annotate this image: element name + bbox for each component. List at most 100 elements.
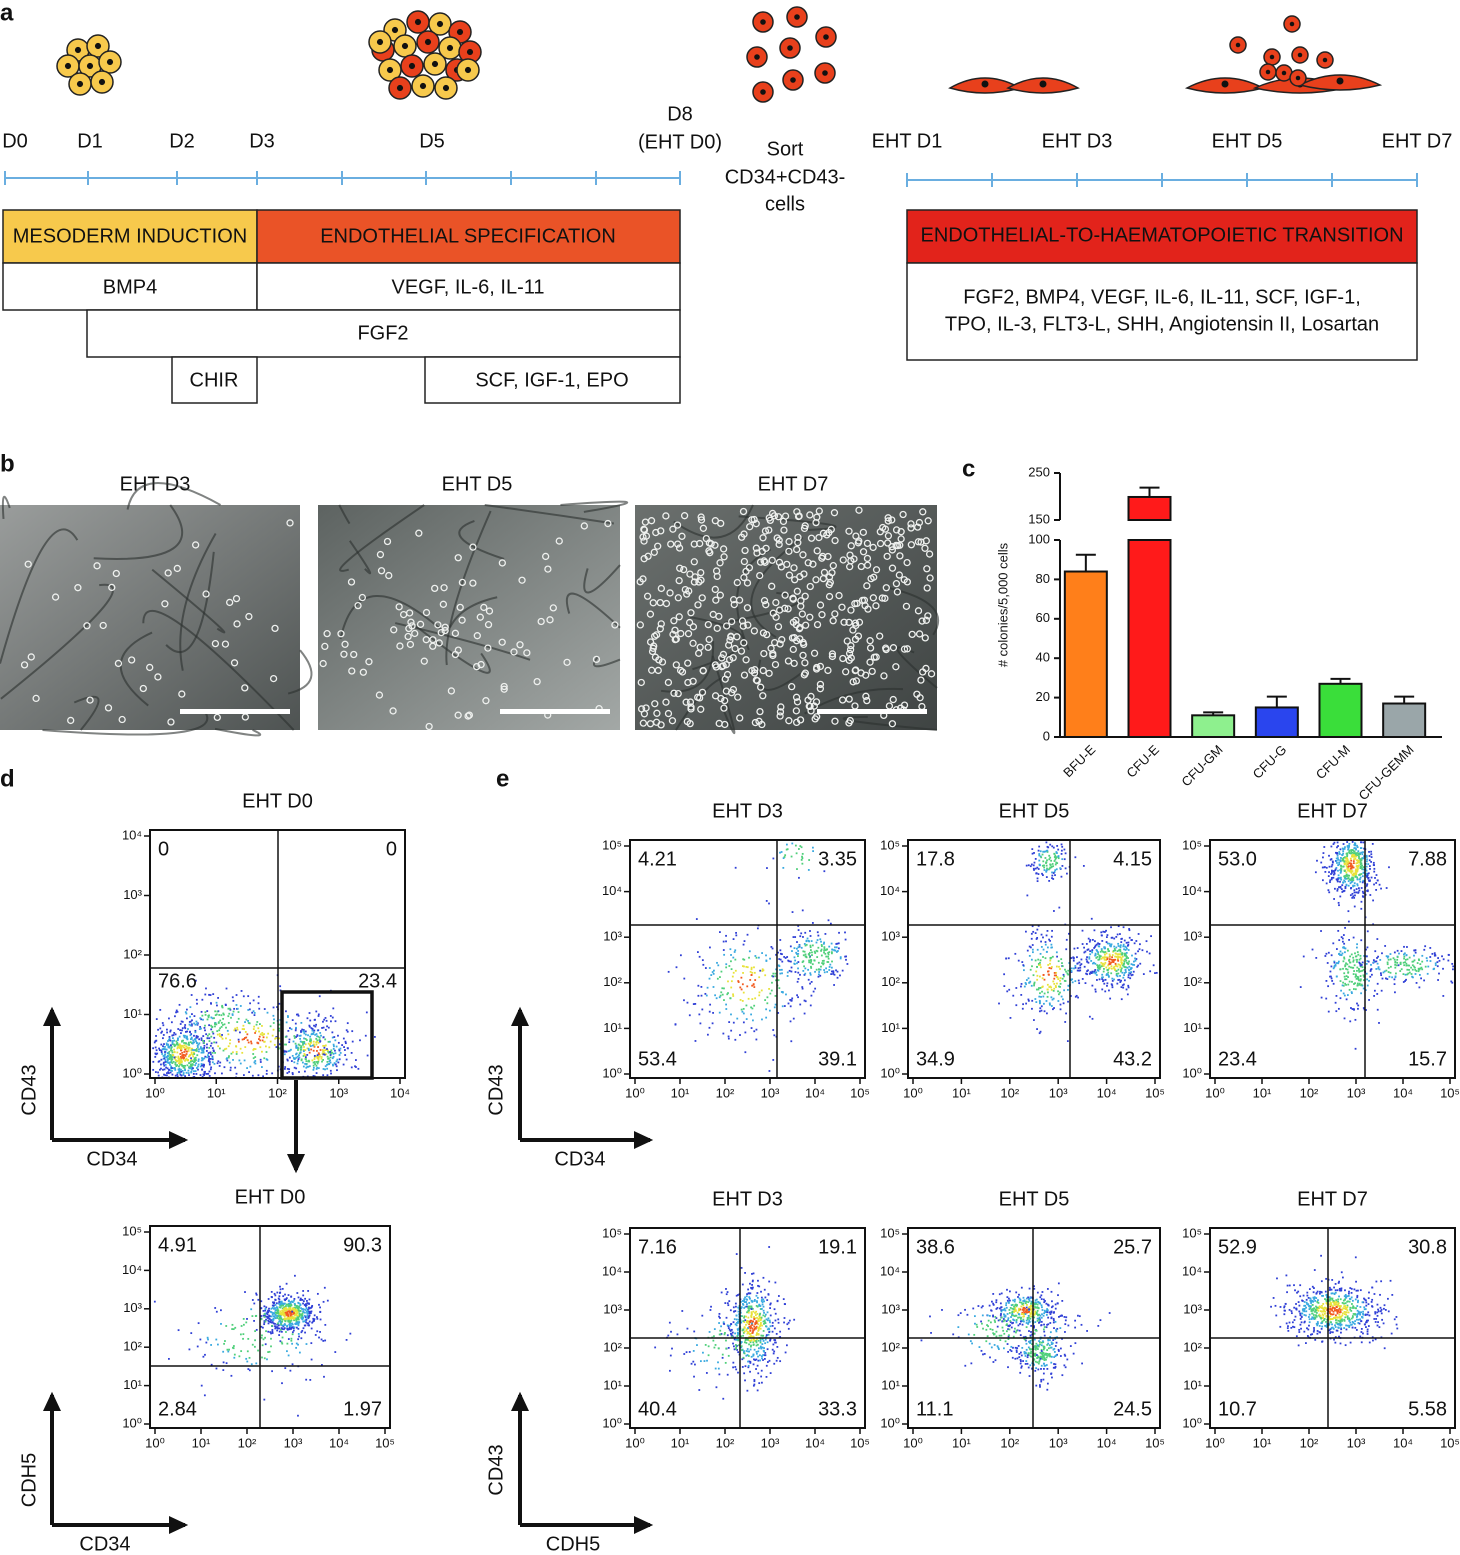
cell (838, 603, 846, 611)
event-dot (1097, 953, 1100, 955)
event-dot (1059, 977, 1062, 979)
event-dot (304, 1054, 307, 1057)
event-dot (270, 1290, 273, 1293)
event-dot (1077, 967, 1080, 970)
cell (639, 719, 648, 727)
event-dot (341, 1044, 344, 1046)
event-dot (765, 954, 767, 957)
event-dot (326, 1060, 329, 1063)
event-dot (1376, 982, 1379, 985)
event-dot (1085, 943, 1088, 945)
event-dot (808, 951, 811, 954)
event-dot (1055, 976, 1058, 978)
event-dot (1111, 961, 1114, 963)
event-dot (1340, 954, 1343, 957)
cell (500, 682, 508, 691)
event-dot (261, 1344, 264, 1347)
event-dot (302, 1041, 305, 1043)
event-dot (163, 1043, 165, 1045)
event-dot (1347, 848, 1350, 851)
event-dot (317, 1035, 320, 1038)
event-dot (1138, 948, 1141, 951)
event-dot (222, 1361, 225, 1364)
event-dot (1057, 1000, 1060, 1002)
event-dot (284, 1367, 287, 1370)
event-dot (1359, 880, 1362, 883)
event-dot (316, 1054, 319, 1057)
event-dot (820, 940, 822, 943)
event-dot (213, 1041, 216, 1044)
event-dot (297, 1049, 299, 1051)
cell (108, 583, 116, 592)
cell (863, 582, 871, 590)
event-dot (166, 1061, 168, 1063)
event-dot (1360, 873, 1363, 875)
event-dot (1335, 860, 1338, 862)
event-dot (214, 1022, 216, 1025)
event-dot (303, 1042, 306, 1045)
cell (816, 685, 824, 693)
event-dot (280, 1312, 283, 1314)
panel-label: a (0, 0, 14, 26)
event-dot (279, 1306, 282, 1309)
event-dot (261, 1034, 264, 1037)
event-dot (1338, 876, 1340, 879)
event-dot (1117, 968, 1120, 971)
event-dot (287, 1310, 290, 1313)
event-dot (1038, 863, 1041, 866)
event-dot (1057, 855, 1060, 858)
event-dot (1343, 947, 1346, 949)
factor-text: VEGF, IL-6, IL-11 (391, 276, 544, 298)
y-tick-label: 10⁰ (122, 1065, 142, 1080)
event-dot (176, 1075, 179, 1078)
event-dot (1079, 964, 1082, 967)
event-dot (1098, 945, 1101, 948)
quadrant-value: 90.3 (343, 1234, 382, 1256)
event-dot (686, 1001, 689, 1004)
event-dot (303, 1314, 306, 1317)
event-dot (245, 1018, 248, 1021)
event-dot (1335, 975, 1338, 978)
event-dot (201, 1068, 203, 1071)
cell (685, 618, 694, 627)
y-tick-label: 10⁰ (880, 1065, 900, 1080)
event-dot (252, 1057, 255, 1060)
plot-frame (629, 839, 866, 1079)
cell (731, 644, 739, 653)
cell-process (445, 510, 492, 666)
event-dot (1354, 975, 1357, 978)
cell (897, 535, 905, 543)
event-dot (1338, 953, 1340, 955)
event-dot (1348, 958, 1351, 961)
event-dot (1037, 962, 1040, 965)
event-dot (269, 1331, 272, 1334)
event-dot (1442, 995, 1445, 997)
event-dot (291, 1054, 294, 1057)
event-dot (296, 1316, 299, 1319)
event-dot (1056, 982, 1058, 985)
event-dot (278, 1023, 281, 1026)
event-dot (1121, 953, 1123, 956)
event-dot (323, 1046, 326, 1049)
event-dot (247, 1022, 250, 1024)
event-dot (1048, 938, 1050, 941)
cell (756, 683, 765, 691)
sort-text: cells (765, 193, 805, 215)
event-dot (276, 1309, 279, 1312)
cell (775, 540, 783, 549)
event-dot (281, 1318, 284, 1321)
event-dot (1328, 865, 1331, 868)
event-dot (833, 973, 836, 976)
cell (230, 659, 239, 667)
event-dot (1115, 955, 1118, 958)
cell (818, 611, 826, 619)
event-dot (714, 994, 717, 997)
event-dot (166, 1031, 168, 1034)
event-dot (285, 1312, 288, 1315)
event-dot (815, 968, 818, 971)
event-dot (197, 1063, 200, 1066)
event-dot (303, 1032, 306, 1035)
event-dot (177, 1329, 180, 1332)
event-dot (1115, 970, 1118, 973)
panel-label: e (496, 765, 509, 792)
